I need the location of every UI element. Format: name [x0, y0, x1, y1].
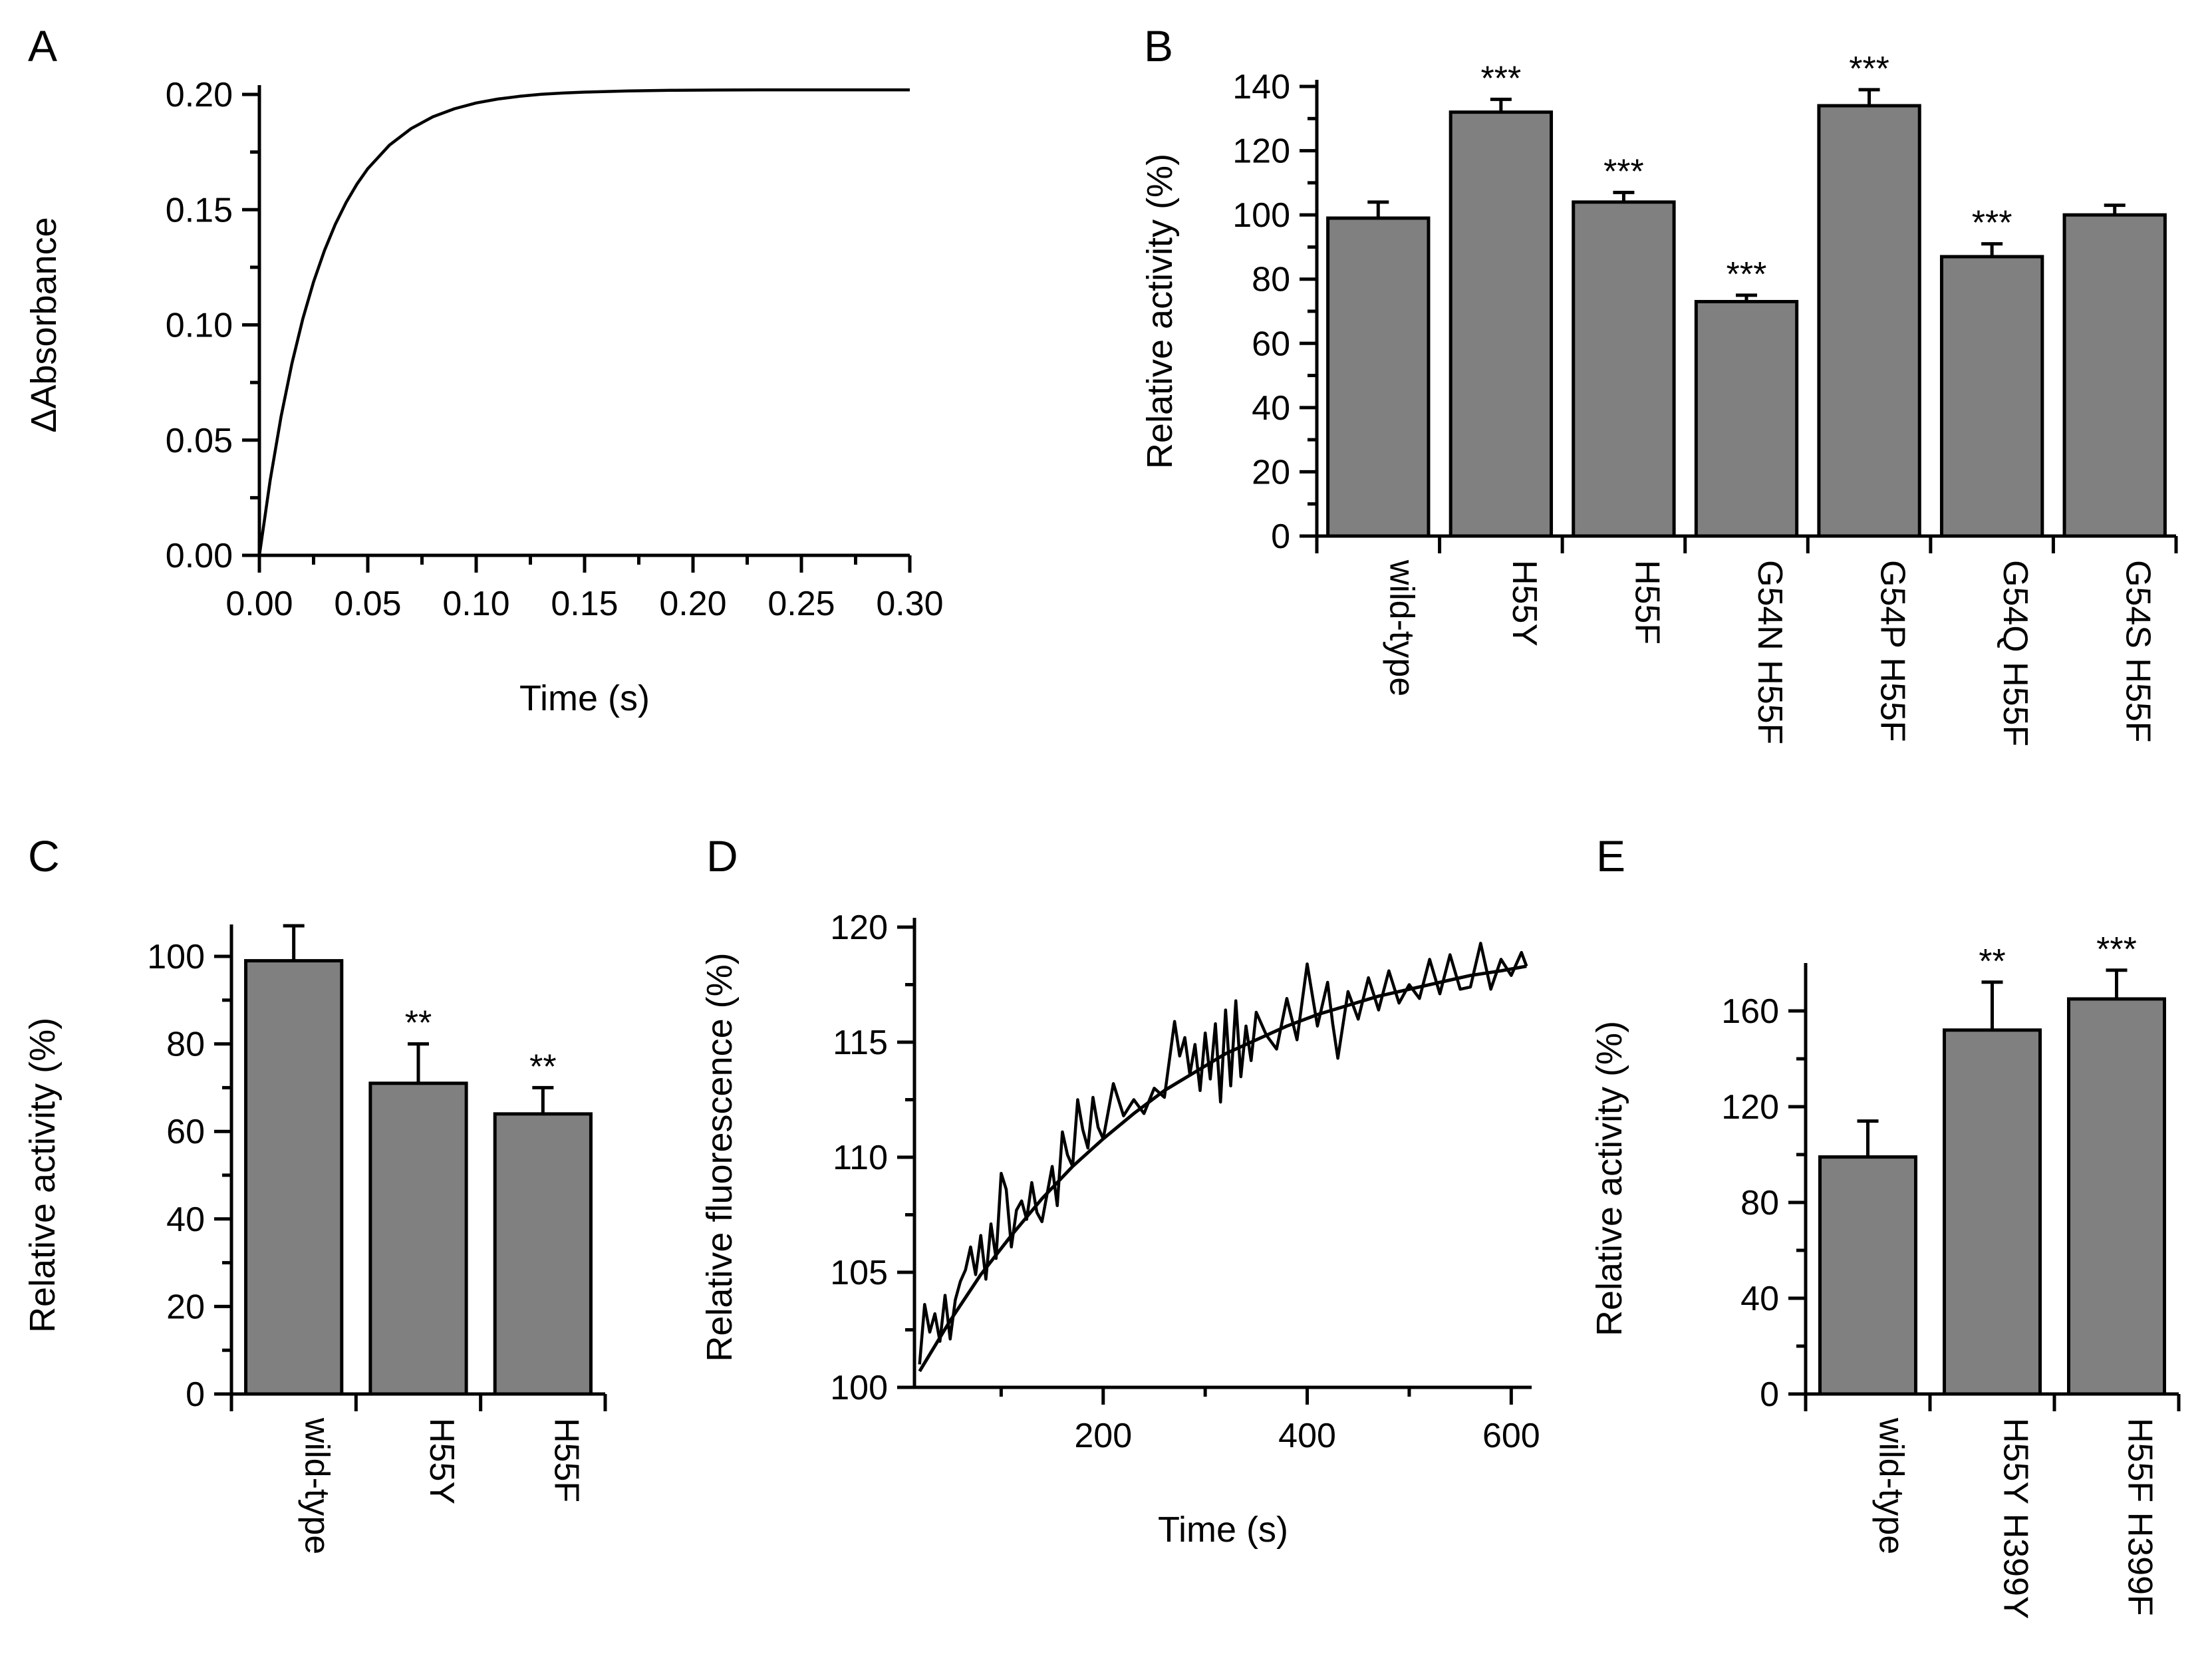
e-y-tick-label: 80 — [1740, 1184, 1779, 1222]
d-x-tick-label: 600 — [1482, 1417, 1540, 1455]
b-category-label: H55F — [1627, 560, 1666, 644]
d-y-tick-label: 100 — [830, 1369, 888, 1407]
panel-label-c: C — [28, 831, 60, 881]
a-y-tick-label: 0.00 — [166, 537, 233, 575]
chart-c-bar: 0 20 40 60 80 100 Relative activity (%) wild-ty… — [23, 924, 607, 1554]
a-x-tick-label: 0.15 — [551, 585, 618, 623]
panel-label-a: A — [28, 21, 57, 70]
a-series-line-0 — [257, 88, 910, 556]
a-y-axis-title: ΔAbsorbance — [24, 217, 64, 432]
d-series-line-0 — [918, 941, 1528, 1365]
d-y-tick-label: 105 — [830, 1254, 888, 1292]
c-significance-label: ** — [405, 1004, 432, 1043]
d-y-axis-title: Relative fluorescence (%) — [700, 952, 740, 1361]
b-bar — [1694, 300, 1799, 538]
a-x-tick-label: 0.00 — [225, 585, 293, 623]
c-category-label: wild-type — [298, 1417, 337, 1554]
b-category-label: G54S H55F — [2119, 560, 2157, 743]
panel-label-d: D — [706, 831, 738, 881]
c-y-tick-label: 40 — [166, 1200, 205, 1239]
d-y-tick-label: 110 — [833, 1139, 888, 1177]
e-significance-label: ** — [1979, 942, 2005, 981]
b-bar — [2062, 213, 2167, 538]
a-x-tick-label: 0.05 — [334, 585, 401, 623]
d-x-tick-label: 200 — [1074, 1417, 1132, 1455]
e-y-tick-label: 0 — [1760, 1375, 1779, 1414]
c-category-label: H55F — [547, 1418, 585, 1502]
e-y-tick-label: 120 — [1721, 1088, 1779, 1127]
b-y-tick-label: 20 — [1252, 453, 1290, 491]
c-bar — [244, 959, 344, 1396]
e-category-label: H55Y H399Y — [1997, 1418, 2035, 1619]
d-y-tick-label: 120 — [830, 908, 888, 947]
c-bar — [493, 1112, 593, 1396]
b-bar — [1326, 216, 1431, 538]
chart-d-line: 100 105 110 115 120 Relative fluorescence (%)… — [700, 908, 1540, 1550]
a-x-axis-title: Time (s) — [519, 678, 650, 718]
b-y-tick-label: 80 — [1252, 261, 1290, 299]
c-y-tick-label: 80 — [166, 1026, 205, 1064]
c-category-label: H55Y — [422, 1418, 461, 1504]
b-y-tick-label: 60 — [1252, 325, 1290, 363]
b-category-label: G54P H55F — [1873, 560, 1912, 742]
c-significance-label: ** — [529, 1047, 556, 1086]
a-y-tick-label: 0.15 — [166, 191, 233, 229]
d-series-line-1 — [918, 964, 1527, 1373]
chart-a-line: 0.00 0.05 0.10 0.15 0.20 ΔAbsorbance 0.00 0.05 0… — [24, 76, 944, 718]
panel-label-b: B — [1144, 21, 1173, 70]
c-y-axis-title: Relative activity (%) — [23, 1018, 63, 1333]
e-significance-label: *** — [2096, 930, 2137, 969]
chart-b-bar: 0 20 40 60 80 100 120 140 Relative activity (%) w… — [1140, 50, 2178, 746]
b-significance-label: *** — [1972, 204, 2012, 243]
e-y-tick-label: 160 — [1721, 992, 1779, 1031]
b-significance-label: *** — [1849, 50, 1889, 88]
a-y-tick-label: 0.20 — [166, 76, 233, 114]
b-category-label: G54N H55F — [1750, 560, 1789, 744]
b-y-tick-label: 0 — [1271, 517, 1290, 556]
b-y-tick-label: 140 — [1232, 68, 1290, 106]
b-y-tick-label: 40 — [1252, 389, 1290, 428]
a-x-tick-label: 0.25 — [767, 585, 835, 623]
b-bar — [1939, 255, 2044, 538]
b-y-tick-label: 100 — [1232, 196, 1290, 235]
a-y-tick-label: 0.05 — [166, 422, 233, 460]
d-x-axis-title: Time (s) — [1158, 1510, 1288, 1550]
e-y-axis-title: Relative activity (%) — [1590, 1021, 1629, 1336]
b-category-label: wild-type — [1382, 559, 1421, 696]
a-y-tick-label: 0.10 — [166, 307, 233, 345]
d-x-tick-label: 400 — [1278, 1417, 1336, 1455]
b-significance-label: *** — [1727, 255, 1767, 294]
b-bar — [1817, 104, 1921, 538]
b-significance-label: *** — [1603, 152, 1644, 191]
c-bar — [368, 1081, 468, 1396]
a-x-tick-label: 0.10 — [442, 585, 509, 623]
e-bar — [1943, 1028, 2042, 1396]
b-bar — [1449, 110, 1554, 538]
c-y-tick-label: 0 — [186, 1375, 205, 1414]
a-x-tick-label: 0.30 — [876, 585, 943, 623]
b-bar — [1572, 200, 1676, 538]
panel-label-e: E — [1596, 831, 1625, 881]
c-y-tick-label: 100 — [147, 938, 205, 976]
chart-e-bar: 0 40 80 120 160 Relative activity (%) wild-typ… — [1590, 930, 2181, 1619]
e-bar — [1818, 1155, 1917, 1396]
c-y-tick-label: 60 — [166, 1113, 205, 1151]
e-y-tick-label: 40 — [1740, 1280, 1779, 1318]
e-category-label: H55F H399F — [2121, 1418, 2159, 1616]
e-bar — [2067, 997, 2166, 1396]
b-y-axis-title: Relative activity (%) — [1140, 154, 1180, 469]
a-x-tick-label: 0.20 — [659, 585, 726, 623]
b-category-label: H55Y — [1505, 560, 1544, 646]
c-y-tick-label: 20 — [166, 1288, 205, 1326]
b-y-tick-label: 120 — [1232, 132, 1290, 171]
b-significance-label: *** — [1480, 59, 1521, 98]
e-category-label: wild-type — [1872, 1417, 1911, 1554]
b-category-label: G54Q H55F — [1996, 560, 2034, 746]
d-y-tick-label: 115 — [833, 1024, 888, 1062]
